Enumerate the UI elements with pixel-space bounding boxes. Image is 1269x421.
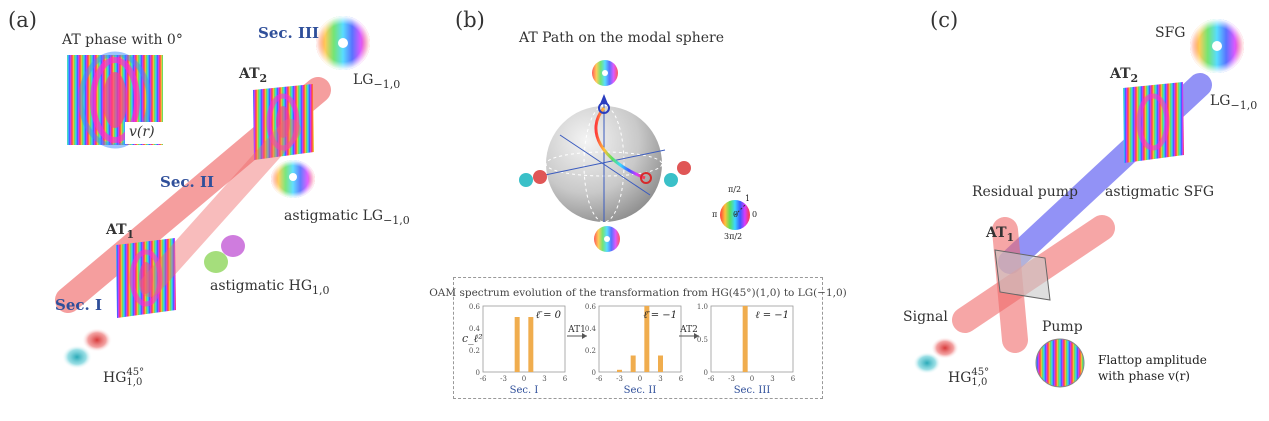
- pump-label: Pump: [1042, 319, 1083, 335]
- sphere-mode-right: [664, 161, 691, 187]
- wheel-right-label: 0: [752, 210, 758, 219]
- sec3-label: Sec. III: [258, 24, 320, 42]
- panel-c-label: (c): [930, 8, 959, 32]
- astigmatic-lg-mode: [271, 160, 315, 198]
- sec1-label: Sec. I: [55, 296, 102, 314]
- color-wheel: [720, 200, 750, 230]
- astigmatic-hg-label: astigmatic HG1,0: [210, 278, 330, 297]
- flattop-label: Flattop amplitude with phase v(r): [1098, 353, 1207, 383]
- at-phase-image: [67, 51, 163, 149]
- at2-label: AT2: [239, 66, 268, 85]
- at1-plate: [116, 238, 176, 318]
- at1-label-c: AT1: [986, 225, 1015, 244]
- flattop-pump-mode: [1035, 338, 1085, 388]
- hg45-label-c: HG 45° 1,0: [948, 367, 990, 388]
- phase-symbol: v(r): [129, 124, 155, 140]
- hg45-mode-c: [913, 337, 959, 374]
- wheel-left-label: π: [712, 210, 718, 219]
- at2-plate-c: [1123, 82, 1184, 163]
- panel-a-label: (a): [8, 8, 37, 32]
- wheel-zero-label: 0: [733, 210, 739, 219]
- astigmatic-lg-label: astigmatic LG−1,0: [284, 208, 410, 227]
- sphere-mode-left: [519, 170, 547, 187]
- panel-b-label: (b): [455, 8, 485, 32]
- signal-label: Signal: [903, 309, 948, 325]
- sec2-label: Sec. II: [160, 173, 214, 191]
- astigmatic-hg-mode: [204, 235, 245, 273]
- at-phase-title: AT phase with 0°: [62, 32, 183, 48]
- at2-plate: [253, 84, 314, 160]
- sphere-title: AT Path on the modal sphere: [519, 30, 725, 46]
- lg-mode-sec3: [316, 16, 370, 70]
- hg45-label-a: HG 45° 1,0: [103, 367, 145, 388]
- oam-spectrum-box: [453, 277, 823, 399]
- at2-label-c: AT2: [1110, 66, 1139, 85]
- wheel-one-label: 1: [745, 194, 751, 203]
- astigmatic-sfg-label: astigmatic SFG: [1105, 184, 1215, 200]
- sfg-mode: [1190, 19, 1244, 73]
- wheel-bottom-label: 3π/2: [724, 232, 743, 241]
- sphere-mode-top: [592, 60, 618, 86]
- hg45-mode-a: [62, 328, 112, 369]
- at1-label: AT1: [106, 222, 135, 241]
- sphere-mode-bottom: [594, 226, 620, 252]
- residual-pump-label: Residual pump: [972, 184, 1078, 200]
- sfg-label: SFG: [1155, 25, 1186, 41]
- wheel-top-label: π/2: [728, 185, 742, 194]
- lg-label-a: LG−1,0: [353, 72, 401, 91]
- lg-label-c: LG−1,0: [1210, 93, 1258, 112]
- at1-crystal: [994, 249, 1051, 301]
- modal-sphere: [544, 94, 666, 223]
